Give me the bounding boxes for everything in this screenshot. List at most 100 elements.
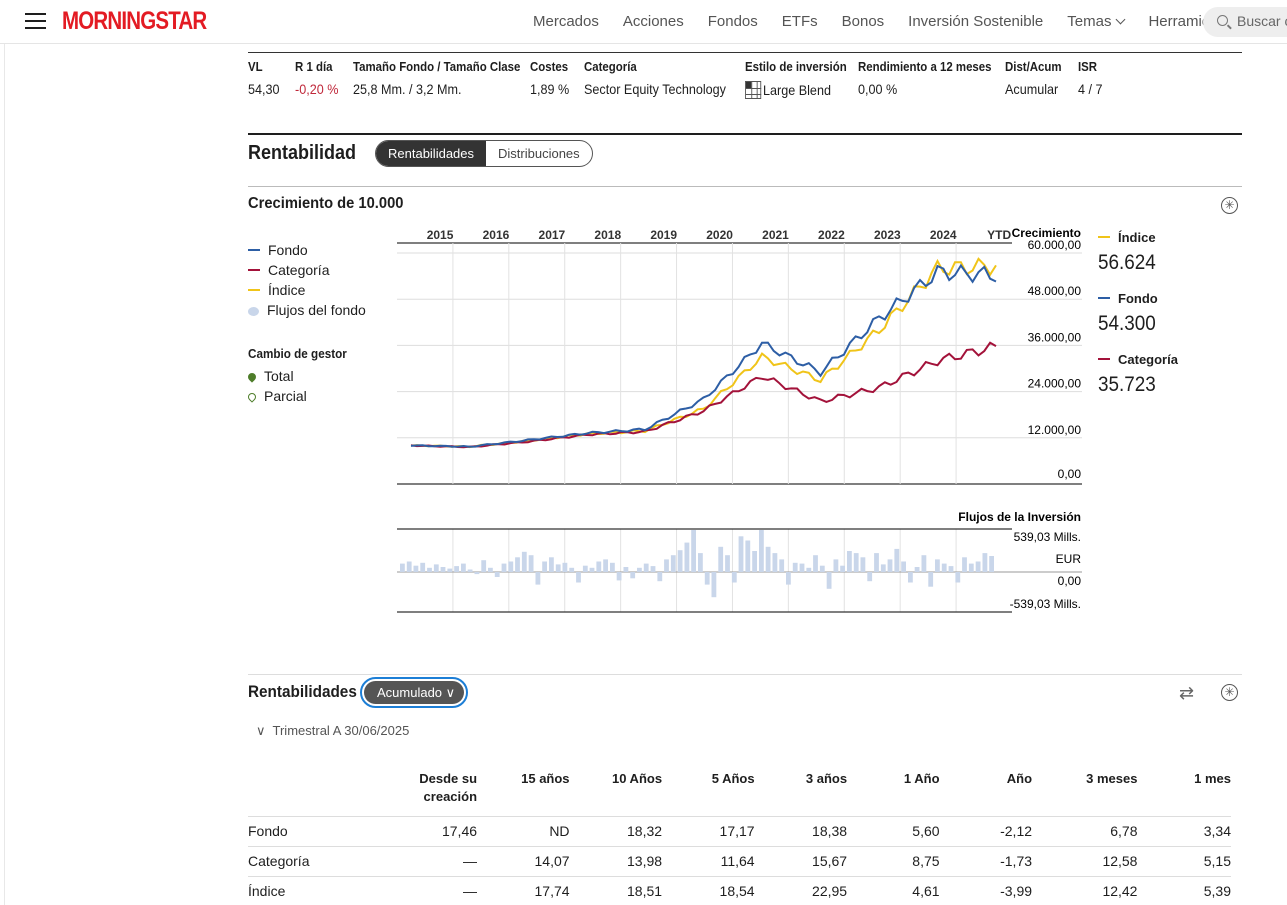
flow-bar <box>461 563 466 572</box>
legend-swatch <box>1098 297 1110 299</box>
right-legend-fondo: Fondo 54.300 <box>1098 291 1162 336</box>
table-cell: Índice <box>248 875 378 905</box>
flow-bar <box>549 557 554 572</box>
table-cell: 17,74 <box>477 875 570 905</box>
search-placeholder: Buscar c <box>1237 13 1287 29</box>
flow-bar <box>440 567 446 572</box>
legend-swatch <box>248 289 260 291</box>
menu-icon[interactable] <box>25 13 46 29</box>
x-tick-label: 2022 <box>818 228 845 242</box>
flow-bar <box>955 572 961 583</box>
flow-bar <box>860 557 866 572</box>
expand-icon[interactable]: ✳ <box>1221 197 1238 214</box>
nav-inversion-sostenible[interactable]: Inversión Sostenible <box>908 13 1044 30</box>
quote-categoria: Categoría Sector Equity Technology <box>584 59 742 97</box>
x-tick-label: 2020 <box>706 228 733 242</box>
quote-rendimiento: Rendimiento a 12 meses 0,00 % <box>858 59 1010 97</box>
table-row: Índice —17,74 18,51 18,54 22,95 4,61 -3,99 12,4… <box>248 875 1231 905</box>
x-tick-label: 2024 <box>930 228 957 242</box>
flows-tick-label: -539,03 Mills. <box>1010 597 1081 611</box>
flow-bar <box>867 572 873 582</box>
flow-bar <box>562 562 568 572</box>
table-cell: 18,51 <box>569 875 663 905</box>
quote-label: Tamaño Fondo / Tamaño Clase <box>353 59 521 74</box>
flows-ticks: 539,03 Mills. EUR 0,00 -539,03 Mills. <box>1010 530 1082 611</box>
right-legend-categoria: Categoría 35.723 <box>1098 352 1178 397</box>
flow-bar <box>759 530 764 572</box>
right-legend-name: Índice <box>1118 230 1156 245</box>
nav-etfs[interactable]: ETFs <box>781 13 818 30</box>
right-legend-label: Categoría <box>1098 352 1178 367</box>
column-header: 3 meses <box>1086 771 1138 786</box>
table-cell: Fondo <box>248 815 378 846</box>
flow-bar <box>691 530 696 572</box>
tab-rentabilidades[interactable]: Rentabilidades <box>376 141 487 166</box>
flow-bar <box>623 567 629 572</box>
flow-bar <box>400 563 405 572</box>
flow-bar <box>745 540 751 572</box>
returns-dropdown[interactable]: Acumulado ∨ <box>360 677 468 708</box>
chevron-down-icon: ∨ <box>445 685 456 700</box>
flow-bar <box>433 564 439 572</box>
flow-bar <box>786 572 791 585</box>
top-navigation: MORNINGSTAR Mercados Acciones Fondos ETF… <box>0 0 1287 44</box>
morningstar-logo[interactable]: MORNINGSTAR <box>62 7 207 35</box>
period-selector[interactable]: ∨ Trimestral A 30/06/2025 <box>256 723 409 739</box>
legend-categoria: Categoría <box>248 262 366 282</box>
legend-flujos: Flujos del fondo <box>248 302 366 322</box>
table-cell: 14,07 <box>477 845 570 876</box>
quote-label: ISR <box>1078 59 1098 74</box>
quote-tamano: Tamaño Fondo / Tamaño Clase 25,8 Mm. / 3,… <box>353 59 543 97</box>
quote-label: Dist/Acum <box>1005 59 1062 74</box>
flow-bar <box>731 572 737 583</box>
flow-bar <box>819 565 825 572</box>
quote-bar: VL 54,30 R 1 día -0,20 % Tamaño Fondo / Ta… <box>248 52 1242 99</box>
flow-bar <box>752 551 757 572</box>
flow-bar <box>901 561 906 572</box>
right-legend-value: 35.723 <box>1098 373 1156 396</box>
quote-label: Categoría <box>584 59 637 74</box>
quote-vl: VL 54,30 <box>248 59 283 97</box>
nav-bonos[interactable]: Bonos <box>841 13 885 30</box>
table-cell: 12,58 <box>1032 845 1138 876</box>
expand-icon[interactable]: ✳ <box>1221 684 1238 701</box>
nav-acciones[interactable]: Acciones <box>622 13 684 30</box>
search-input[interactable]: Buscar c <box>1203 7 1287 37</box>
swap-icon[interactable]: ⇄ <box>1179 683 1195 703</box>
flow-bar <box>515 557 520 572</box>
table-cell: — <box>377 875 478 905</box>
quote-r1dia: R 1 día -0,20 % <box>295 59 343 97</box>
nav-mercados[interactable]: Mercados <box>533 13 599 30</box>
flow-bar <box>670 555 676 572</box>
flows-bars <box>400 530 994 598</box>
quote-value: Acumular <box>1005 81 1059 97</box>
flow-bar <box>826 572 832 589</box>
flows-tick-label: EUR <box>1056 552 1082 566</box>
nav-temas[interactable]: Temas <box>1067 13 1126 30</box>
flow-bar <box>725 555 730 572</box>
x-axis-labels: 2015 2016 2017 2018 2019 2020 2021 2022 2023 2024… <box>427 228 1012 242</box>
quote-value: Large Blend <box>745 81 849 99</box>
flow-bar <box>813 555 818 572</box>
flow-bar <box>501 563 507 572</box>
manager-change-label: Total <box>264 368 294 384</box>
flow-bar <box>596 561 602 572</box>
series-line-fondo <box>410 263 997 448</box>
y-tick-label: 12.000,00 <box>1028 423 1082 437</box>
chevron-down-icon: ∨ <box>256 723 266 738</box>
tab-distribuciones[interactable]: Distribuciones <box>498 146 580 161</box>
x-tick-label: 2015 <box>427 228 454 242</box>
nav-fondos[interactable]: Fondos <box>707 13 758 30</box>
section-divider <box>248 133 1242 135</box>
flow-bar <box>616 572 622 581</box>
flow-bar <box>454 566 459 572</box>
legend-swatch <box>248 307 259 316</box>
flow-bar <box>772 553 778 572</box>
period-label: Trimestral A 30/06/2025 <box>272 723 410 738</box>
nav-temas-label: Temas <box>1067 13 1112 30</box>
flow-bar <box>792 562 798 572</box>
returns-title: Rentabilidades <box>248 682 357 701</box>
flow-bar <box>508 561 514 572</box>
flows-title: Flujos de la Inversión <box>958 510 1081 524</box>
series-line-indice <box>410 257 997 449</box>
